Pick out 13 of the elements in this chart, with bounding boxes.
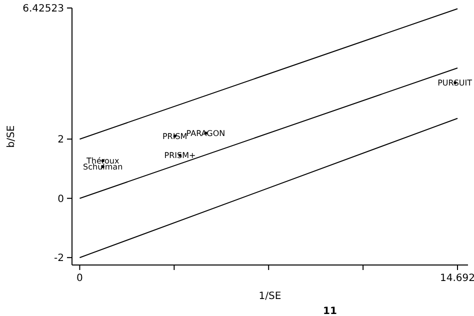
- y-tick-label: 0: [58, 194, 64, 205]
- series-label: PURSUIT: [438, 78, 472, 88]
- y-axis-title: b/SE: [6, 125, 17, 148]
- x-axis-title: 1/SE: [258, 291, 282, 302]
- y-tick-label: 6.42523: [22, 4, 64, 14]
- series-label: PRISM+: [164, 151, 196, 160]
- y-tick-label: -2: [54, 253, 64, 264]
- series-label: PARAGON: [186, 128, 226, 138]
- x-tick-label: 14.692: [440, 273, 474, 284]
- series-label: Schulman: [83, 162, 123, 172]
- y-tick-label: 2: [58, 134, 64, 146]
- text: 11: [323, 306, 337, 316]
- series-label: PRISM: [162, 132, 188, 141]
